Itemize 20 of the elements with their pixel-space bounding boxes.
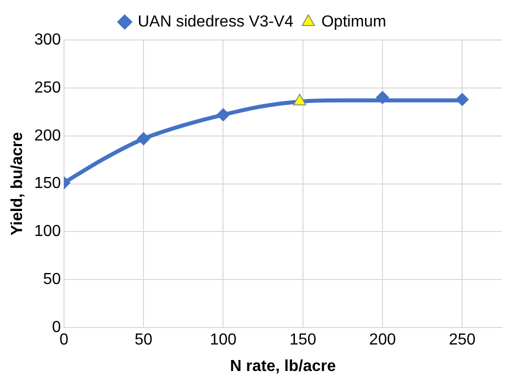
point (456, 92, 469, 106)
legend-label: Optimum (321, 13, 386, 30)
legend-label: UAN sidedress V3-V4 (138, 13, 294, 30)
x-tick-label: 100 (210, 332, 237, 349)
y-tick-label: 150 (34, 175, 61, 192)
y-tick-label: 0 (52, 319, 61, 336)
y-axis-title: Yield, bu/acre (9, 132, 26, 236)
x-tick-label: 150 (290, 332, 316, 349)
point (216, 108, 230, 122)
point (376, 91, 390, 104)
x-tick-label: 250 (448, 332, 476, 349)
y-tick-label: 250 (34, 79, 61, 96)
x-axis-title: N rate, lb/acre (230, 358, 336, 375)
x-tick-label: 200 (369, 332, 396, 349)
y-tick-label: 200 (34, 127, 61, 144)
y-tick-label: 50 (43, 271, 61, 288)
point (137, 132, 150, 146)
y-tick-label: 100 (34, 223, 61, 240)
x-tick-label: 50 (134, 332, 153, 349)
y-tick-label: 300 (34, 31, 61, 48)
